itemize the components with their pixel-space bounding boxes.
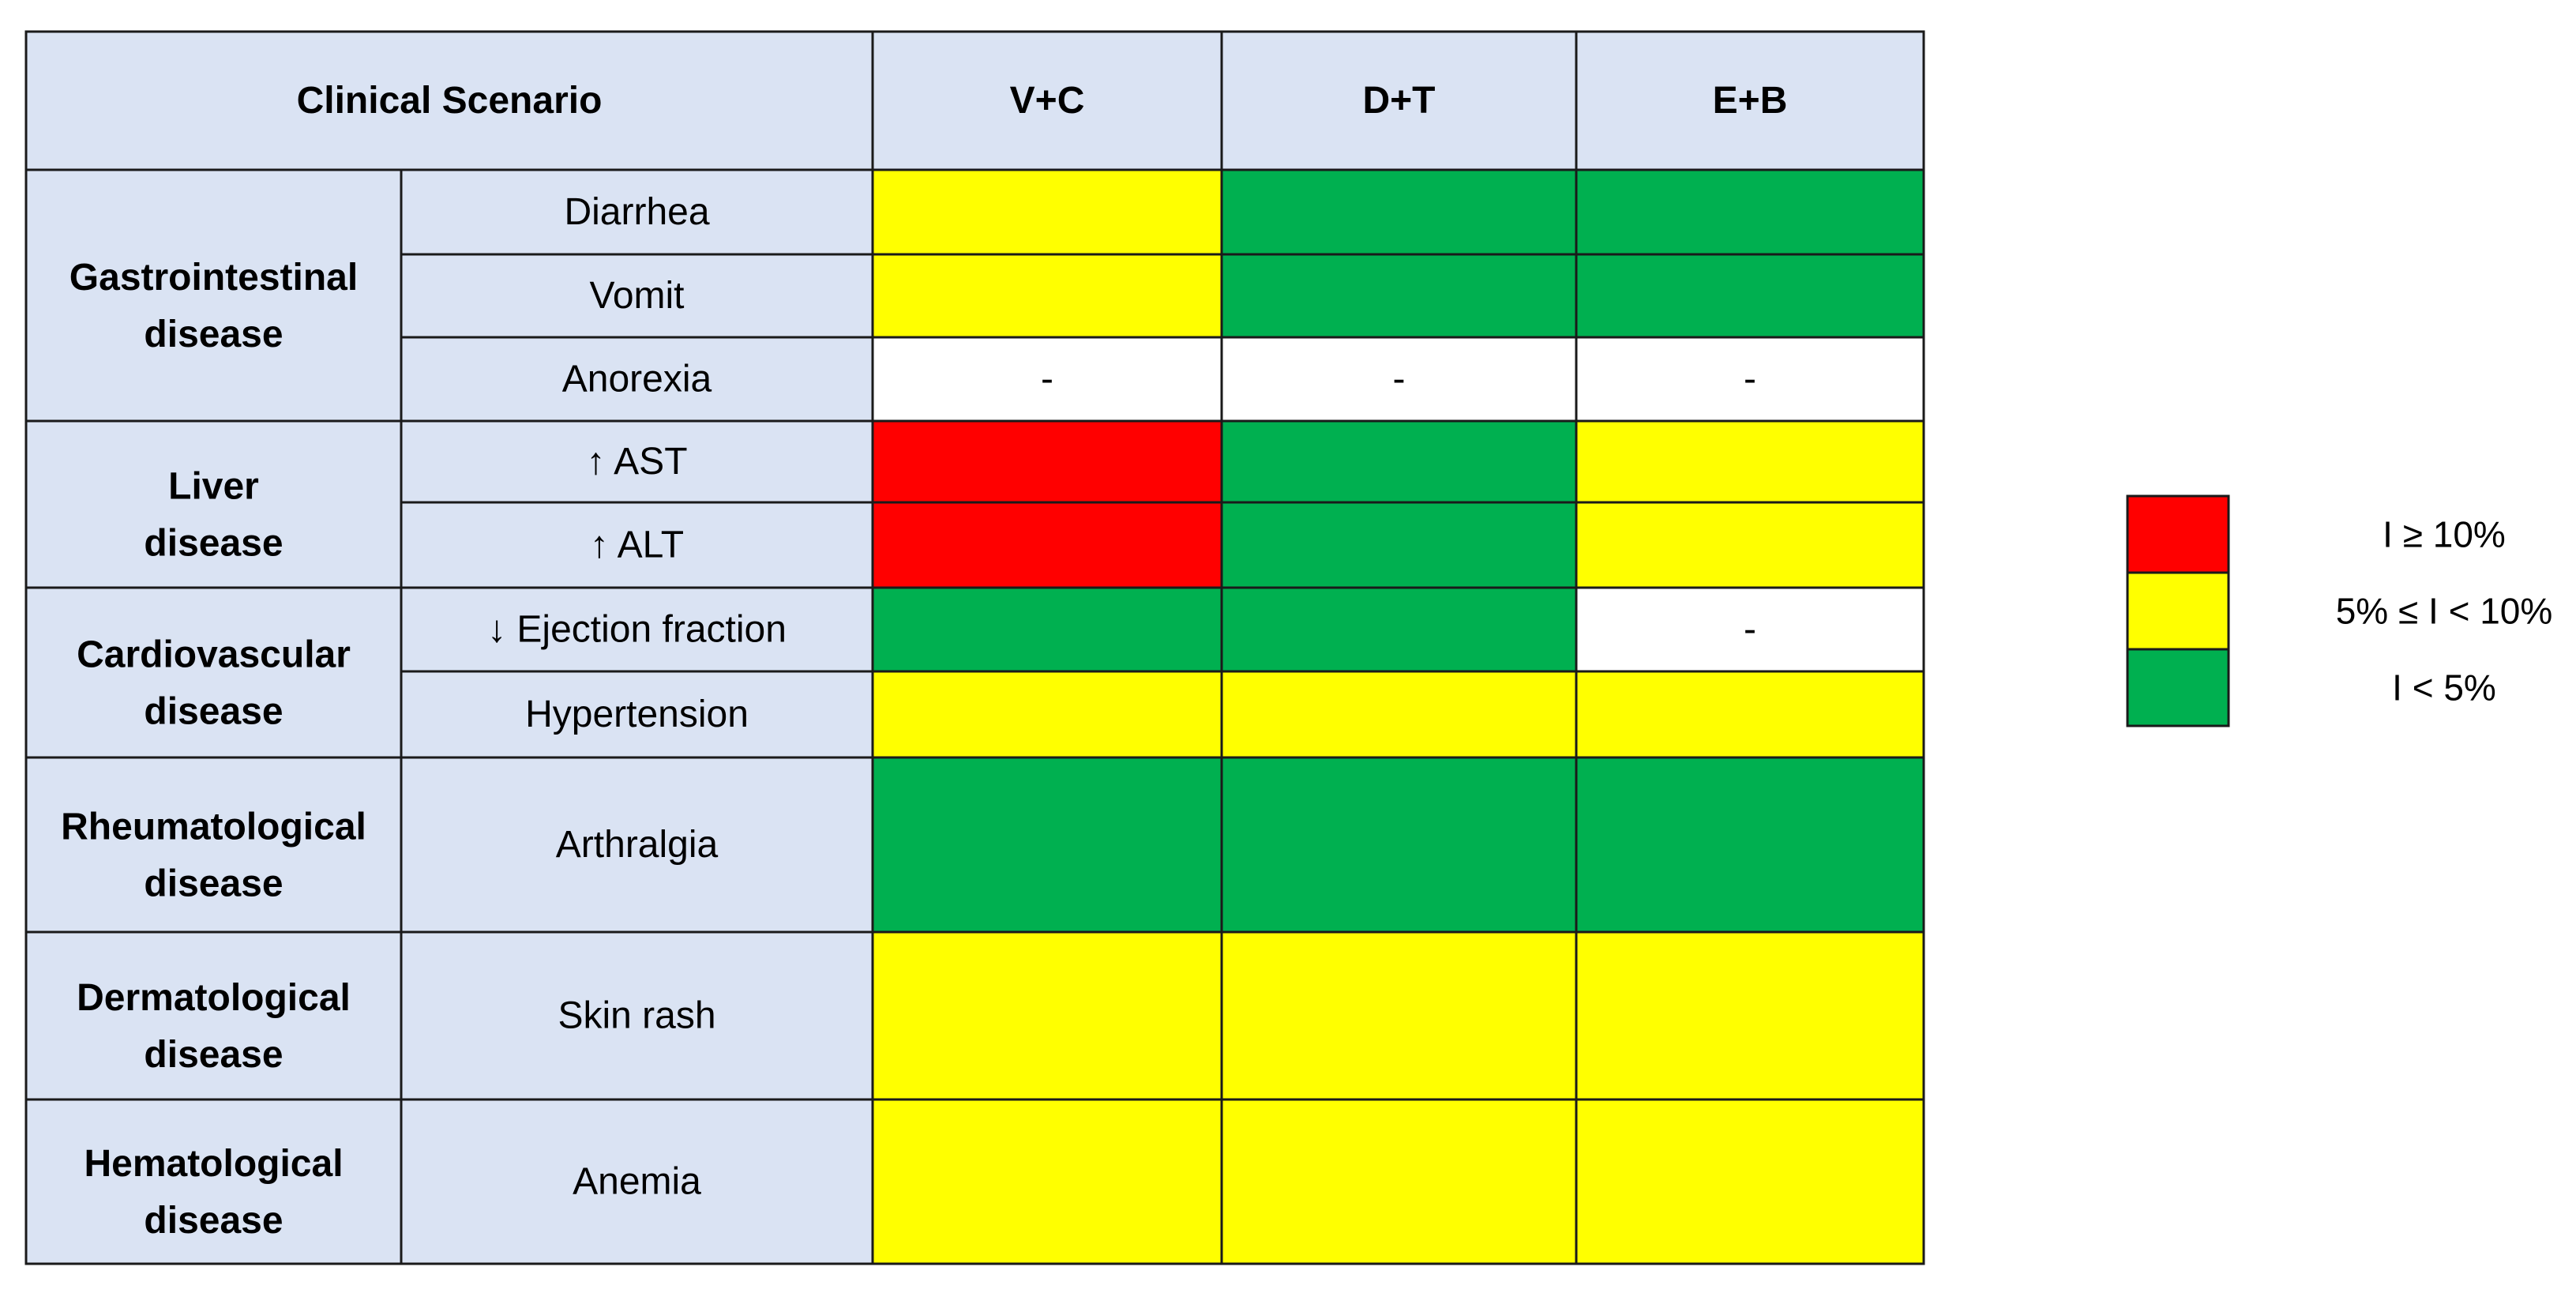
row-label-cell (400, 336, 874, 423)
category-cell (24, 756, 403, 934)
none-marker: - (1393, 359, 1406, 400)
table-row: Skin rash (400, 930, 1925, 1101)
legend-swatch-high (2126, 494, 2230, 574)
group-2: Liver disease ↑ AST ↑ ALT (24, 419, 1925, 589)
heat-cell-high (871, 501, 1223, 589)
heat-cell-medium (871, 930, 1223, 1101)
heat-cell-medium (1575, 1098, 1925, 1265)
heat-cell-low (1220, 501, 1578, 589)
header-column-label: V+C (1010, 80, 1085, 122)
table-row: Diarrhea (400, 168, 1925, 256)
heat-cell-low (1220, 168, 1578, 256)
header-cell-1 (871, 30, 1223, 171)
row-label-cell (400, 168, 874, 256)
legend-swatch-low (2126, 648, 2230, 727)
category-label: Hematological disease (84, 1143, 343, 1242)
row-label-cell (400, 930, 874, 1101)
category-label: Gastrointestinal disease (69, 257, 358, 355)
category-label: Cardiovascular disease (77, 633, 351, 732)
row-label: ↑ AST (586, 441, 687, 483)
heat-cell-medium (1575, 930, 1925, 1101)
row-label: Skin rash (558, 995, 715, 1037)
table-row: ↑ ALT (400, 501, 1925, 589)
category-cell (24, 1098, 403, 1265)
row-label: Anemia (573, 1161, 701, 1203)
row-label: Vomit (589, 275, 684, 317)
heat-cell-low (1220, 756, 1578, 934)
header-scenario-label: Clinical Scenario (297, 80, 603, 122)
table-row: Arthralgia (400, 756, 1925, 934)
header-column-label: E+B (1713, 80, 1788, 122)
category-cell (24, 419, 403, 589)
group-5: Dermatological disease Skin rash (24, 930, 1925, 1101)
heat-cell-medium (1220, 1098, 1578, 1265)
heat-cell-low (1575, 756, 1925, 934)
group-3: Cardiovascular disease ↓ Ejection fraction… (24, 586, 1925, 759)
none-marker: - (1744, 359, 1756, 400)
heat-cell-medium (1575, 419, 1925, 504)
heat-cell-medium (871, 168, 1223, 256)
row-label: Arthralgia (556, 824, 719, 866)
row-label-cell (400, 756, 874, 934)
category-cell (24, 168, 403, 423)
legend-label-high: I ≥ 10% (2383, 514, 2506, 555)
table-row: ↑ AST (400, 419, 1925, 504)
group-4: Rheumatological disease Arthralgia (24, 756, 1925, 934)
row-label: Anorexia (562, 359, 712, 400)
heat-cell-none (1575, 586, 1925, 673)
heat-cell-none (1220, 336, 1578, 423)
legend-label-medium: 5% ≤ I < 10% (2336, 591, 2553, 632)
group-6: Hematological disease Anemia (24, 1098, 1925, 1265)
none-marker: - (1744, 609, 1756, 651)
row-label: ↑ ALT (590, 524, 684, 566)
heat-cell-medium (1220, 930, 1578, 1101)
heat-cell-high (871, 419, 1223, 504)
legend: I ≥ 10% 5% ≤ I < 10% I < 5% (2126, 494, 2553, 727)
heat-cell-low (871, 586, 1223, 673)
heat-cell-medium (871, 670, 1223, 759)
table-row: Anemia (400, 1098, 1925, 1265)
category-label: Liver disease (144, 465, 283, 564)
table-row: Vomit (400, 253, 1925, 339)
table-row: Anorexia - - - (400, 336, 1925, 423)
row-label-cell (400, 1098, 874, 1265)
header-column-label: D+T (1362, 80, 1435, 122)
header-cell-2 (1220, 30, 1578, 171)
legend-label-low: I < 5% (2392, 667, 2496, 709)
legend-swatch-medium (2126, 571, 2230, 651)
header-cell-3 (1575, 30, 1925, 171)
group-1: Gastrointestinal disease Diarrhea Vomit Anor… (24, 168, 1925, 423)
heat-cell-low (871, 756, 1223, 934)
heat-cell-none (1575, 336, 1925, 423)
row-label: Hypertension (525, 693, 749, 735)
heat-cell-medium (871, 1098, 1223, 1265)
category-label: Rheumatological disease (61, 806, 366, 904)
row-label-cell (400, 586, 874, 673)
table-row: ↓ Ejection fraction - (400, 586, 1925, 673)
row-label: Diarrhea (564, 191, 709, 233)
heat-cell-low (1220, 419, 1578, 504)
heat-cell-medium (1575, 501, 1925, 589)
heat-cell-low (1575, 253, 1925, 339)
header-cell-scenario (24, 30, 874, 171)
heat-cell-low (1575, 168, 1925, 256)
heat-cell-low (1220, 586, 1578, 673)
heat-cell-medium (1220, 670, 1578, 759)
table-header: Clinical Scenario V+C D+T E+B (24, 30, 1925, 171)
none-marker: - (1041, 359, 1053, 400)
row-label-cell (400, 670, 874, 759)
table-row: Hypertension (400, 670, 1925, 759)
row-label-cell (400, 253, 874, 339)
category-cell (24, 930, 403, 1101)
heat-cell-medium (871, 253, 1223, 339)
row-label: ↓ Ejection fraction (487, 609, 787, 651)
heat-cell-medium (1575, 670, 1925, 759)
category-label: Dermatological disease (77, 977, 351, 1076)
heat-cell-low (1220, 253, 1578, 339)
